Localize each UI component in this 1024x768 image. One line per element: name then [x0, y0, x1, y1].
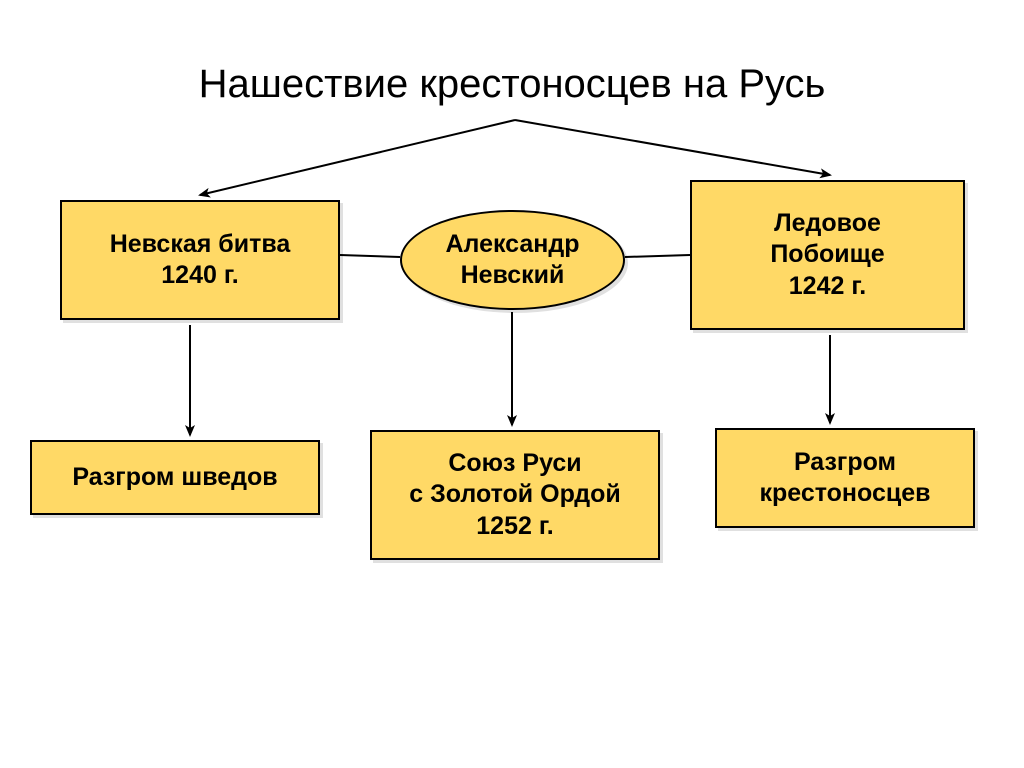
node-label: АлександрНевский: [445, 229, 579, 292]
node-label: Союз Русис Золотой Ордой1252 г.: [409, 448, 620, 542]
node-label: Разгромкрестоносцев: [759, 447, 930, 510]
node-label: Невская битва1240 г.: [110, 229, 291, 292]
node-label: ЛедовоеПобоище1242 г.: [770, 208, 884, 302]
node-swedes-defeat: Разгром шведов: [30, 440, 320, 515]
node-label: Разгром шведов: [72, 462, 277, 493]
connector-layer: [0, 0, 1024, 768]
node-rus-horde-union: Союз Русис Золотой Ордой1252 г.: [370, 430, 660, 560]
node-nevskaya-battle: Невская битва1240 г.: [60, 200, 340, 320]
node-alexander-nevsky: АлександрНевский: [400, 210, 625, 310]
node-crusaders-defeat: Разгромкрестоносцев: [715, 428, 975, 528]
node-ice-battle: ЛедовоеПобоище1242 г.: [690, 180, 965, 330]
diagram-title: Нашествие крестоносцев на Русь: [60, 62, 964, 107]
diagram-canvas: Нашествие крестоносцев на Русь Невская б…: [0, 0, 1024, 768]
